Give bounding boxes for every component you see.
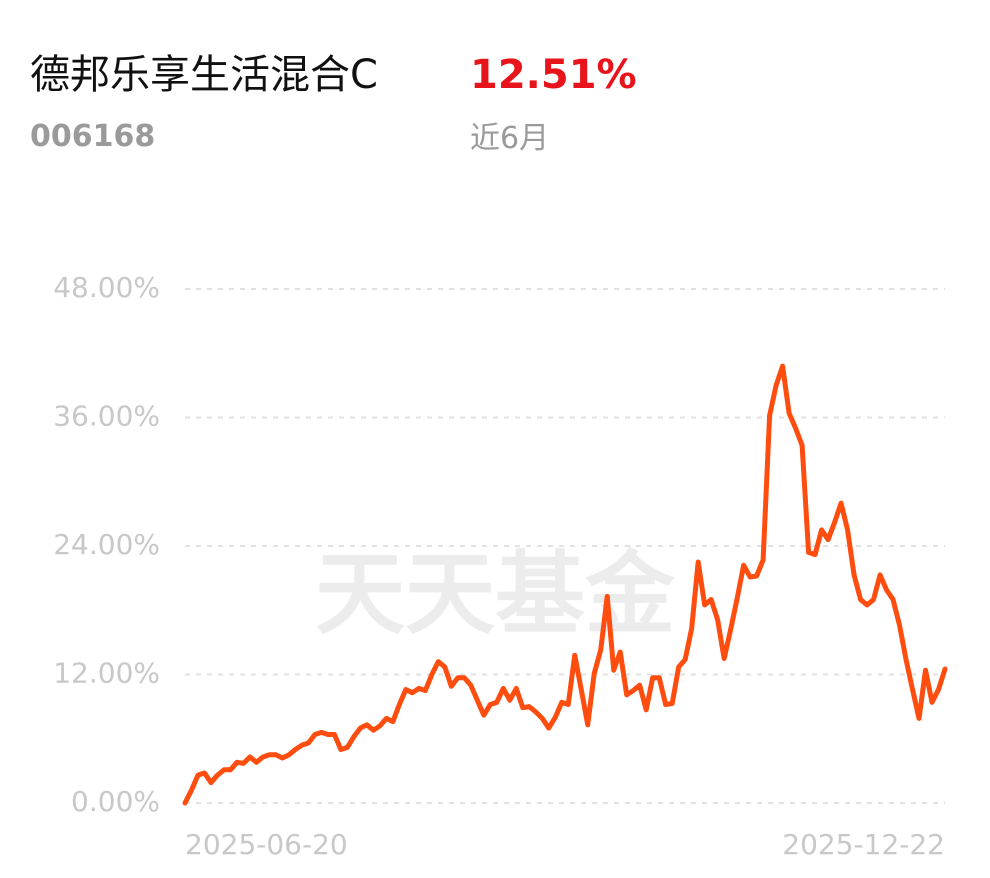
watermark: 天天基金	[315, 542, 676, 647]
y-tick-label: 48.00%	[53, 271, 160, 304]
return-value: 12.51%	[470, 52, 637, 98]
y-tick-label: 36.00%	[53, 400, 160, 433]
period-label: 近6月	[470, 121, 549, 156]
price-line	[182, 363, 948, 806]
y-tick-label: 0.00%	[71, 785, 160, 818]
fund-code: 006168	[30, 119, 155, 154]
y-tick-label: 12.00%	[53, 657, 160, 690]
y-tick-label: 24.00%	[53, 528, 160, 561]
x-tick-label: 2025-12-22	[782, 828, 945, 861]
x-tick-label: 2025-06-20	[185, 828, 348, 861]
fund-title: 德邦乐享生活混合C	[30, 52, 378, 98]
